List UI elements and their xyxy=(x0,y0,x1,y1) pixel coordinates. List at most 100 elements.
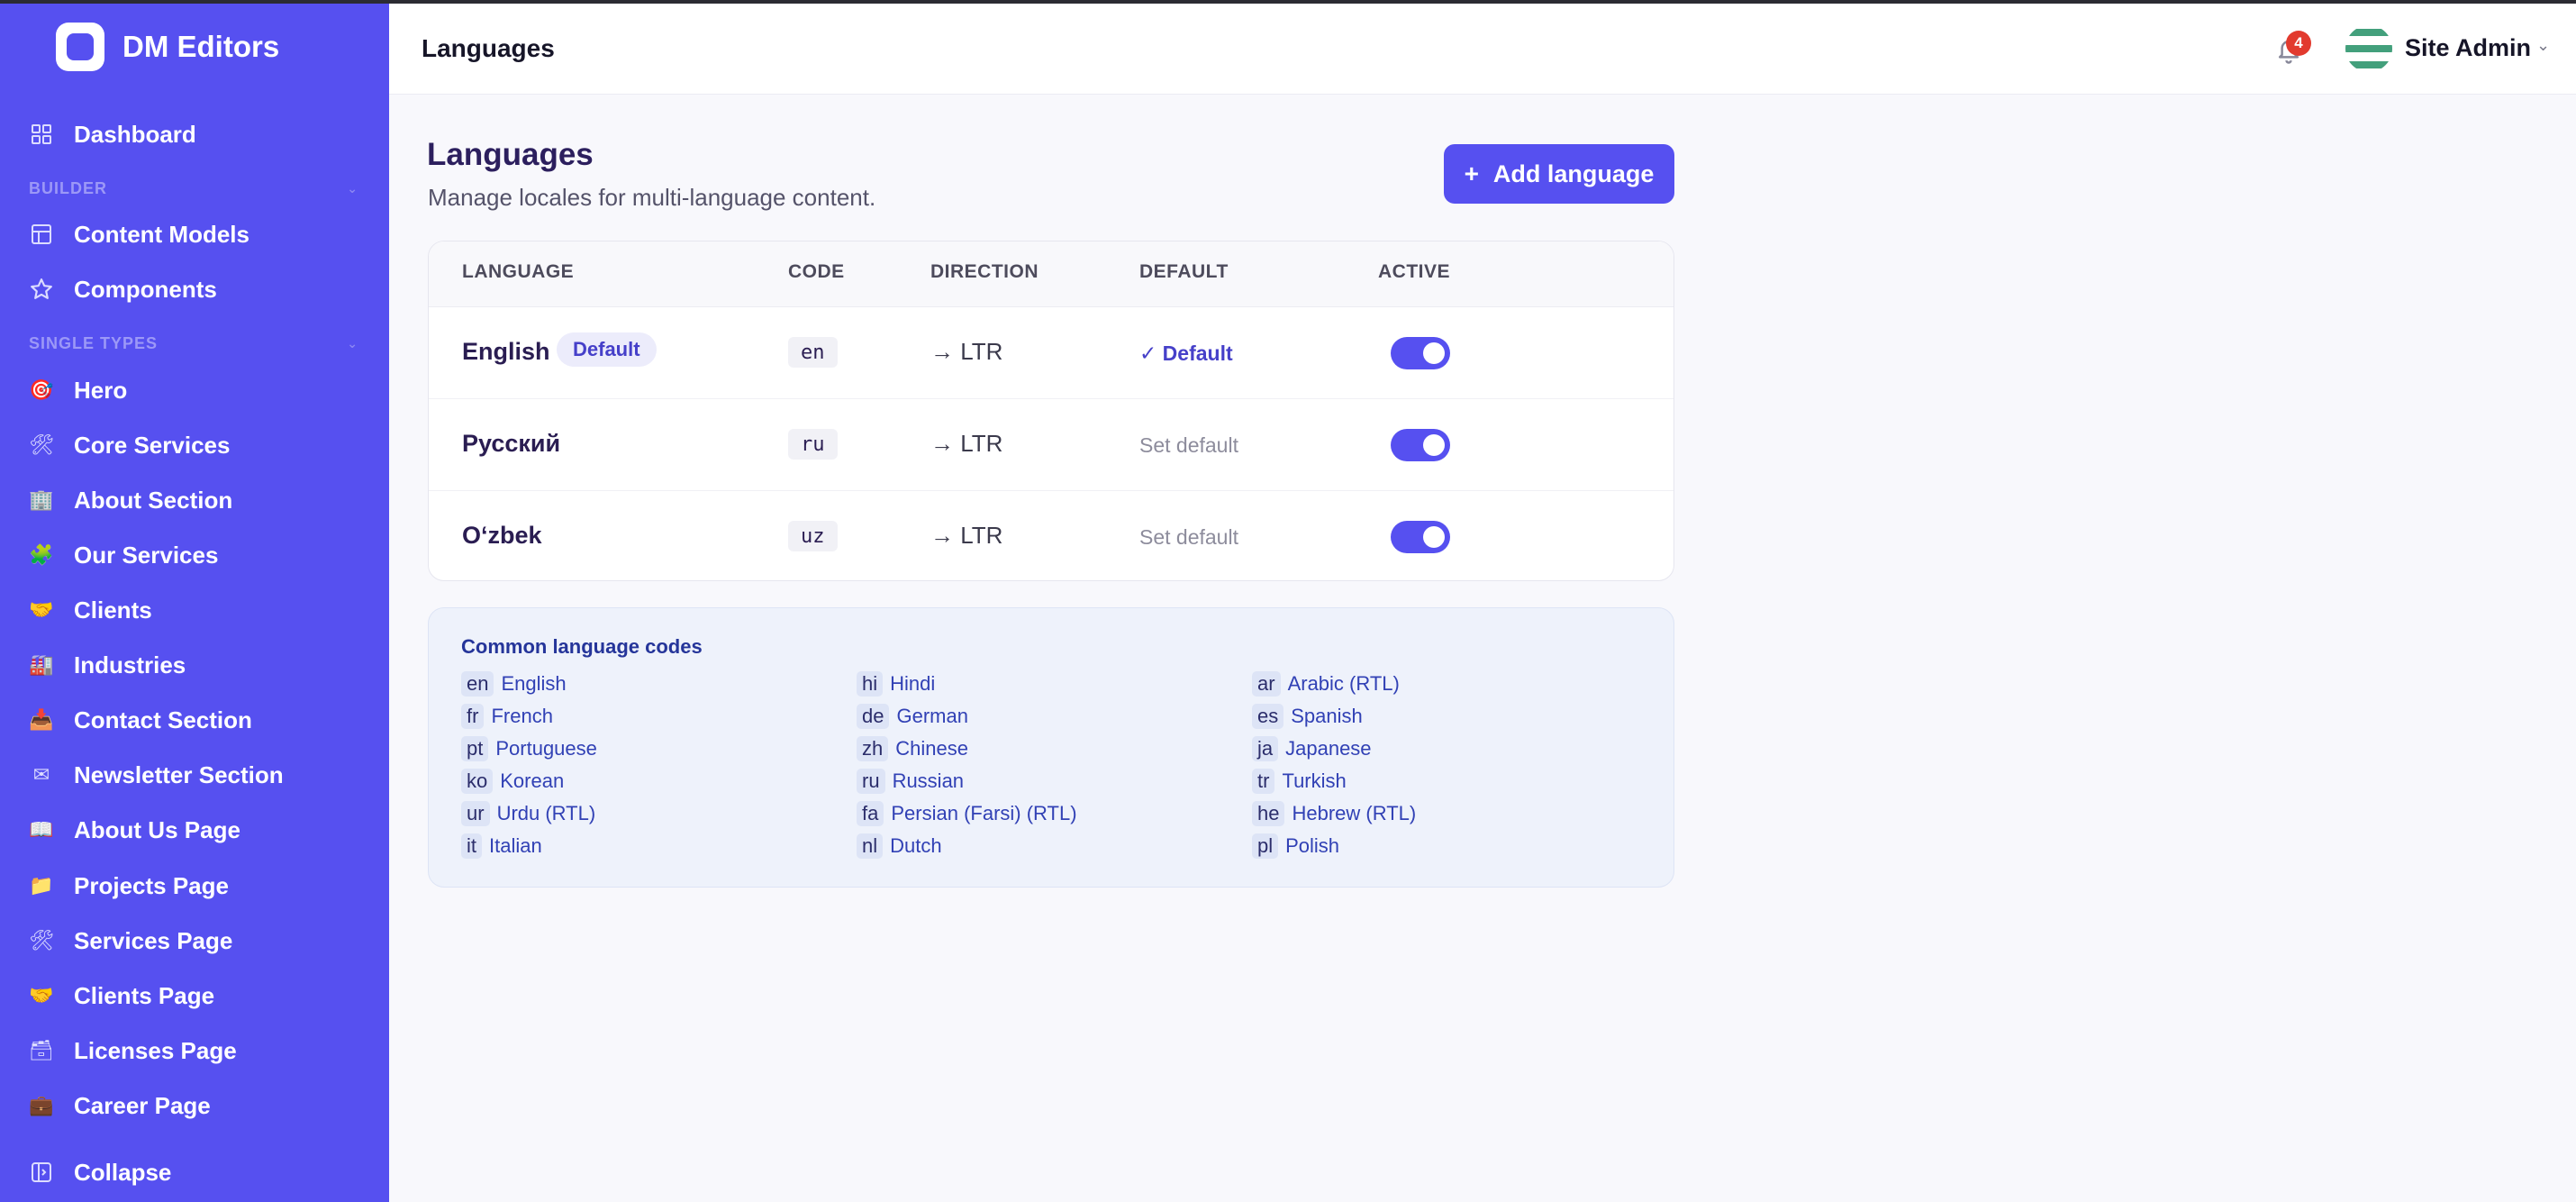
sidebar-item-label: Dashboard xyxy=(74,120,196,148)
layout-icon xyxy=(27,220,56,249)
single-types-section-header[interactable]: SINGLE TYPES ⌄ xyxy=(29,332,358,354)
column-header-active: ACTIVE xyxy=(1378,261,1451,282)
language-name: O‘zbek xyxy=(462,522,542,549)
code-language: Spanish xyxy=(1291,705,1363,727)
code: en xyxy=(461,671,494,697)
direction: → LTR xyxy=(930,522,1003,549)
tools-icon: 🛠 xyxy=(29,929,54,952)
plus-icon: + xyxy=(1464,159,1479,187)
code-entry: hi Hindi xyxy=(857,670,935,697)
code: hi xyxy=(857,671,884,697)
code-language: Dutch xyxy=(890,834,942,857)
active-toggle[interactable] xyxy=(1391,521,1450,553)
chevron-down-icon: ⌄ xyxy=(347,335,358,351)
code-entry: tr Turkish xyxy=(1252,768,1347,795)
sidebar-item-hero[interactable]: 🎯 Hero xyxy=(27,368,362,413)
collapse-panel-icon xyxy=(27,1158,56,1187)
column-header-direction: DIRECTION xyxy=(930,261,1039,282)
sidebar-item-services-page[interactable]: 🛠 Services Page xyxy=(27,918,362,963)
language-name: English xyxy=(462,338,550,365)
code: pl xyxy=(1252,833,1279,859)
sidebar-item-core-services[interactable]: 🛠 Core Services xyxy=(27,423,362,468)
code-language: Portuguese xyxy=(495,737,597,760)
brand[interactable]: DM Editors xyxy=(56,22,279,72)
page-title: Languages xyxy=(427,137,594,172)
code-language: English xyxy=(501,672,567,695)
handshake-icon: 🤝 xyxy=(29,598,54,621)
avatar[interactable] xyxy=(2345,25,2392,72)
sidebar-item-components[interactable]: Components xyxy=(27,267,362,312)
star-icon xyxy=(27,275,56,304)
table-row: O‘zbek uz → LTR Set default xyxy=(429,491,1673,580)
open-book-icon: 📖 xyxy=(29,818,54,841)
brand-name: DM Editors xyxy=(122,30,280,63)
sidebar-item-industries[interactable]: 🏭 Industries xyxy=(27,642,362,688)
code-entry: nl Dutch xyxy=(857,833,942,860)
sidebar-item-contact-section[interactable]: 📥 Contact Section xyxy=(27,697,362,742)
sidebar-item-label: Collapse xyxy=(74,1158,172,1186)
code: ko xyxy=(461,769,494,794)
sidebar-item-label: Clients Page xyxy=(74,981,215,1009)
user-name[interactable]: Site Admin xyxy=(2405,34,2532,61)
code-language: Hebrew (RTL) xyxy=(1292,802,1417,824)
direction: → LTR xyxy=(930,338,1003,365)
factory-icon: 🏭 xyxy=(29,653,54,676)
code-entry: ur Urdu (RTL) xyxy=(461,800,595,827)
sidebar-item-licenses-page[interactable]: 🗃 Licenses Page xyxy=(27,1028,362,1073)
code: tr xyxy=(1252,769,1275,794)
page-subtitle: Manage locales for multi-language conten… xyxy=(428,184,876,211)
add-language-button[interactable]: + Add language xyxy=(1444,144,1674,204)
dashboard-grid-icon xyxy=(27,120,56,149)
code: ja xyxy=(1252,736,1279,761)
chevron-down-icon[interactable]: ⌄ xyxy=(2536,36,2551,54)
notification-badge: 4 xyxy=(2286,31,2311,56)
active-toggle[interactable] xyxy=(1391,429,1450,461)
set-default-button[interactable]: Set default xyxy=(1139,433,1238,457)
language-code: uz xyxy=(788,521,838,551)
sidebar-collapse-button[interactable]: Collapse xyxy=(27,1150,362,1195)
add-language-label: Add language xyxy=(1492,159,1655,187)
sidebar-item-dashboard[interactable]: Dashboard xyxy=(27,112,362,157)
sidebar-item-content-models[interactable]: Content Models xyxy=(27,212,362,257)
column-header-code: CODE xyxy=(788,261,845,282)
sidebar-item-clients-page[interactable]: 🤝 Clients Page xyxy=(27,973,362,1018)
sidebar-item-label: About Us Page xyxy=(74,815,240,843)
sidebar-item-label: Core Services xyxy=(74,431,231,459)
table-row: English Default en → LTR ✓ Default xyxy=(429,307,1673,399)
column-header-language: LANGUAGE xyxy=(462,261,575,282)
code: zh xyxy=(857,736,889,761)
sidebar-item-label: Projects Page xyxy=(74,871,229,899)
code-language: German xyxy=(896,705,968,727)
code-entry: en English xyxy=(461,670,567,697)
code-entry: it Italian xyxy=(461,833,542,860)
builder-section-header[interactable]: BUILDER ⌄ xyxy=(29,178,358,199)
code: ru xyxy=(857,769,885,794)
sidebar-item-clients[interactable]: 🤝 Clients xyxy=(27,587,362,633)
code: ar xyxy=(1252,671,1281,697)
sidebar-item-about-section[interactable]: 🏢 About Section xyxy=(27,478,362,523)
sidebar-item-about-us-page[interactable]: 📖 About Us Page xyxy=(27,807,362,852)
code-entry: es Spanish xyxy=(1252,703,1363,730)
sidebar: DM Editors Dashboard BUILDER ⌄ Content M… xyxy=(0,0,389,1202)
languages-table: LANGUAGE CODE DIRECTION DEFAULT ACTIVE E… xyxy=(428,241,1674,581)
sidebar-item-newsletter-section[interactable]: ✉ Newsletter Section xyxy=(27,752,362,797)
target-icon: 🎯 xyxy=(29,378,54,401)
active-toggle[interactable] xyxy=(1391,337,1450,369)
set-default-button[interactable]: Set default xyxy=(1139,525,1238,549)
code-language: Turkish xyxy=(1282,769,1347,792)
code: it xyxy=(461,833,482,859)
sidebar-item-label: Industries xyxy=(74,651,186,678)
top-header: Languages 4 Site Admin ⌄ xyxy=(389,4,2576,95)
code-language: Italian xyxy=(489,834,542,857)
code: fa xyxy=(857,801,884,826)
sidebar-item-label: Career Page xyxy=(74,1091,211,1119)
sidebar-item-label: About Section xyxy=(74,486,233,514)
sidebar-item-projects-page[interactable]: 📁 Projects Page xyxy=(27,863,362,908)
sidebar-item-label: Clients xyxy=(74,596,152,624)
code-language: French xyxy=(491,705,553,727)
sidebar-item-career-page[interactable]: 💼 Career Page xyxy=(27,1083,362,1128)
code-language: Urdu (RTL) xyxy=(496,802,596,824)
sidebar-item-label: Hero xyxy=(74,376,128,404)
code-entry: zh Chinese xyxy=(857,735,968,762)
sidebar-item-our-services[interactable]: 🧩 Our Services xyxy=(27,533,362,578)
